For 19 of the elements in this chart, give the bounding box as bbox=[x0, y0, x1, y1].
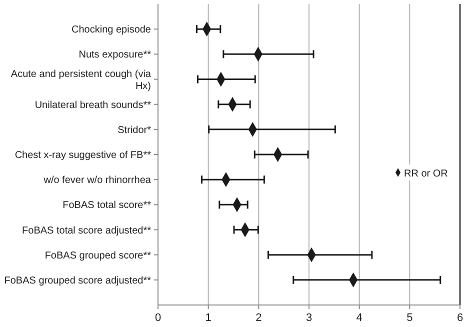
y-tick-label: FoBAS total score adjusted** bbox=[22, 225, 152, 236]
x-tick-label: 3 bbox=[306, 312, 312, 324]
x-tick-label: 1 bbox=[205, 312, 212, 324]
y-tick-label: Chocking episode bbox=[72, 24, 152, 36]
y-tick-label: Stridor* bbox=[118, 124, 152, 136]
y-tick-label: FoBAS grouped score** bbox=[44, 250, 152, 262]
x-tick-label: 5 bbox=[406, 312, 413, 324]
y-tick-label: FoBAS total score** bbox=[62, 200, 152, 212]
y-tick-label: Acute and persistent cough (via Hx) bbox=[10, 68, 152, 92]
legend-label: RR or OR bbox=[404, 168, 448, 180]
y-tick-label: Chest x-ray suggestive of FB** bbox=[14, 150, 152, 161]
y-tick-label: Nuts exposure** bbox=[78, 50, 152, 61]
x-tick-label: 4 bbox=[356, 312, 362, 324]
x-tick-label: 6 bbox=[456, 312, 464, 324]
x-tick-label: 2 bbox=[256, 312, 262, 324]
y-tick-label: Unilateral breath sounds** bbox=[34, 100, 152, 111]
x-tick-label: 0 bbox=[154, 312, 162, 324]
y-tick-label: FoBAS grouped score adjusted** bbox=[4, 275, 152, 286]
y-tick-label: w/o fever w/o rhinorrhea bbox=[42, 175, 152, 186]
